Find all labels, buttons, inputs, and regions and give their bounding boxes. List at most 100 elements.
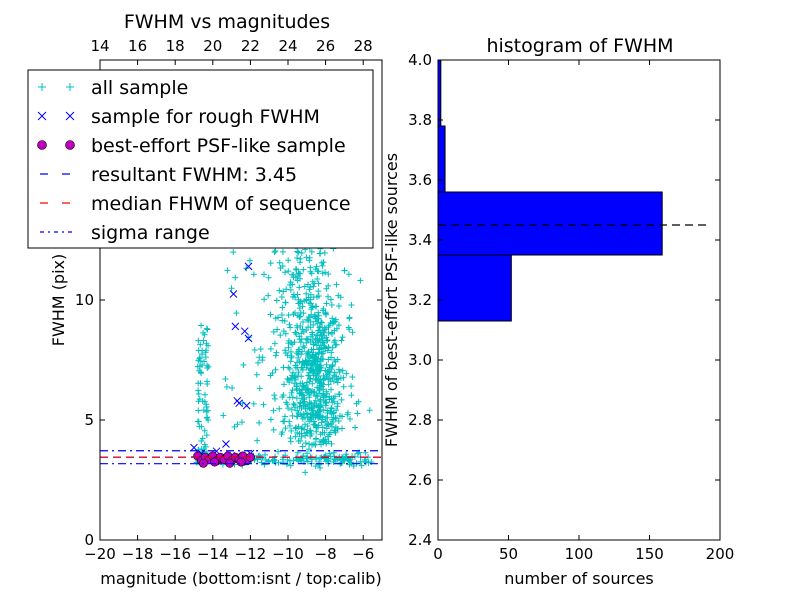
all-sample-point bbox=[276, 405, 283, 412]
y-tick-label: 5 bbox=[84, 411, 94, 429]
all-sample-point bbox=[310, 372, 317, 379]
all-sample-point bbox=[299, 443, 306, 450]
all-sample-point bbox=[283, 286, 290, 293]
all-sample-point bbox=[265, 292, 272, 299]
all-sample-point bbox=[331, 369, 338, 376]
all-sample-point bbox=[289, 412, 296, 419]
all-sample-point bbox=[306, 427, 313, 434]
all-sample-point bbox=[322, 269, 329, 276]
all-sample-point bbox=[279, 393, 286, 400]
all-sample-point bbox=[302, 469, 309, 476]
rough-sample-point bbox=[229, 290, 238, 298]
histogram-x-tick-label: 200 bbox=[706, 545, 735, 563]
all-sample-point bbox=[279, 317, 286, 324]
all-sample-point bbox=[309, 302, 316, 309]
all-sample-point bbox=[320, 397, 327, 404]
all-sample-point bbox=[343, 370, 350, 377]
all-sample-point bbox=[220, 412, 227, 419]
all-sample-point bbox=[332, 358, 339, 365]
all-sample-point bbox=[254, 437, 261, 444]
all-sample-point bbox=[322, 418, 329, 425]
histogram-y-tick-label: 4.0 bbox=[408, 51, 432, 69]
all-sample-point bbox=[323, 425, 330, 432]
all-sample-point bbox=[310, 321, 317, 328]
all-sample-point bbox=[325, 438, 332, 445]
all-sample-point bbox=[366, 407, 373, 414]
histogram-y-tick-label: 3.8 bbox=[408, 111, 432, 129]
all-sample-point bbox=[271, 457, 278, 464]
all-sample-point bbox=[202, 391, 209, 398]
all-sample-point bbox=[298, 412, 305, 419]
all-sample-point bbox=[305, 446, 312, 453]
legend-label: sigma range bbox=[91, 222, 210, 244]
legend-entry: resultant FWHM: 3.45 bbox=[40, 164, 297, 186]
all-sample-point bbox=[287, 286, 294, 293]
all-sample-point bbox=[315, 288, 322, 295]
all-sample-point bbox=[300, 402, 307, 409]
all-sample-point bbox=[203, 401, 210, 408]
all-sample-point bbox=[307, 365, 314, 372]
all-sample-point bbox=[298, 330, 305, 337]
all-sample-point bbox=[273, 297, 280, 304]
all-sample-point bbox=[292, 433, 299, 440]
all-sample-point bbox=[272, 395, 279, 402]
legend-entries: all sample sample for rough FWHM best-effo… bbox=[37, 77, 351, 244]
all-sample-point bbox=[301, 360, 308, 367]
all-sample-point bbox=[292, 404, 299, 411]
all-sample-point bbox=[240, 362, 247, 369]
all-sample-point bbox=[312, 393, 319, 400]
all-sample-point bbox=[296, 403, 303, 410]
all-sample-point bbox=[316, 345, 323, 352]
all-sample-point bbox=[357, 277, 364, 284]
all-sample-point bbox=[295, 438, 302, 445]
all-sample-point bbox=[256, 419, 263, 426]
all-sample-point bbox=[204, 362, 211, 369]
all-sample-point bbox=[274, 326, 281, 333]
all-sample-point bbox=[326, 368, 333, 375]
all-sample-point bbox=[324, 414, 331, 421]
all-sample-point bbox=[303, 254, 310, 261]
all-sample-point bbox=[276, 259, 283, 266]
all-sample-point bbox=[256, 354, 263, 361]
all-sample-point bbox=[198, 370, 205, 377]
all-sample-point bbox=[318, 332, 325, 339]
all-sample-point bbox=[323, 390, 330, 397]
y-tick-label: 0 bbox=[84, 531, 94, 549]
all-sample-point bbox=[329, 344, 336, 351]
x-tick-label: −6 bbox=[352, 545, 374, 563]
all-sample-point bbox=[297, 275, 304, 282]
all-sample-point bbox=[324, 407, 331, 414]
all-sample-point bbox=[271, 392, 278, 399]
histogram-bar bbox=[437, 125, 446, 193]
x-tick-label: −10 bbox=[272, 545, 304, 563]
all-sample-point bbox=[303, 339, 310, 346]
all-sample-point bbox=[233, 310, 240, 317]
all-sample-point bbox=[328, 404, 335, 411]
all-sample-point bbox=[323, 337, 330, 344]
rough-sample-point bbox=[244, 334, 253, 343]
all-sample-point bbox=[271, 340, 278, 347]
all-sample-point bbox=[318, 319, 325, 326]
all-sample-point bbox=[322, 309, 329, 316]
psf-sample-point bbox=[210, 457, 220, 467]
histogram-bar bbox=[437, 254, 512, 322]
all-sample-point bbox=[338, 337, 345, 344]
all-sample-point bbox=[285, 377, 292, 384]
all-sample-point bbox=[318, 419, 325, 426]
all-sample-point bbox=[317, 396, 324, 403]
all-sample-point bbox=[318, 259, 325, 266]
all-sample-point bbox=[272, 366, 279, 373]
all-sample-point bbox=[284, 352, 291, 359]
all-sample-point bbox=[198, 322, 205, 329]
all-sample-point bbox=[345, 324, 352, 331]
legend-marker bbox=[37, 140, 47, 150]
all-sample-point bbox=[287, 462, 294, 469]
all-sample-point bbox=[286, 321, 293, 328]
all-sample-point bbox=[195, 337, 202, 344]
all-sample-point bbox=[294, 248, 301, 255]
all-sample-point bbox=[355, 398, 362, 405]
all-sample-point bbox=[287, 358, 294, 365]
all-sample-point bbox=[315, 415, 322, 422]
all-sample-point bbox=[222, 376, 229, 383]
top-tick-label: 24 bbox=[278, 37, 297, 55]
